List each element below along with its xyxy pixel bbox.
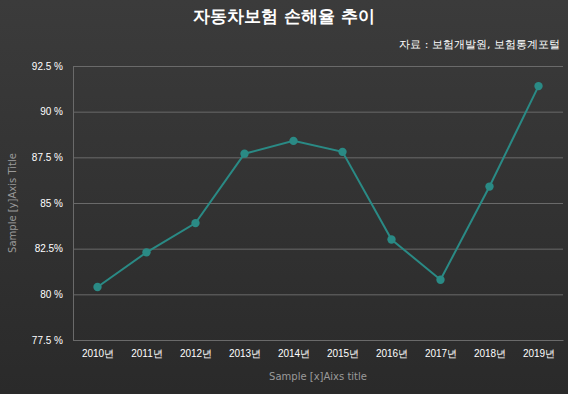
line <box>98 86 539 287</box>
y-tick-label: 80 % <box>40 289 63 300</box>
x-axis-title: Sample [x]Aixs title <box>269 371 367 382</box>
y-axis: 77.5 % 80 % 82.5% 85 % 87.5 % 90 % 92.5 % <box>32 61 563 346</box>
marker <box>142 248 150 256</box>
subtitle: 자료 : 보험개발원, 보험통계포털 <box>399 38 560 51</box>
marker <box>240 149 248 157</box>
background <box>0 0 568 394</box>
y-tick: 92.5 % <box>32 61 563 72</box>
x-tick: 2014년 <box>278 340 310 359</box>
x-tick: 2018년 <box>474 340 506 359</box>
grid-line <box>73 157 563 158</box>
grid-line <box>73 112 563 113</box>
x-tick-label: 2015년 <box>327 348 359 359</box>
grid-line <box>73 203 563 204</box>
y-tick-label: 82.5% <box>35 243 63 254</box>
x-tick: 2017년 <box>425 340 457 359</box>
series <box>93 82 542 291</box>
marker <box>289 137 297 145</box>
y-tick: 82.5% <box>35 243 563 254</box>
x-tick: 2015년 <box>327 340 359 359</box>
x-tick-label: 2011년 <box>131 348 163 359</box>
x-tick: 2010년 <box>82 340 114 359</box>
y-tick-label: 87.5 % <box>32 152 63 163</box>
x-tick-label: 2013년 <box>229 348 261 359</box>
x-tick-label: 2012년 <box>180 348 212 359</box>
marker <box>485 182 493 190</box>
plot: 77.5 % 80 % 82.5% 85 % 87.5 % 90 % 92.5 % 2010년… <box>32 61 564 359</box>
x-tick-label: 2010년 <box>82 348 114 359</box>
x-tick: 2012년 <box>180 340 212 359</box>
x-tick-label: 2014년 <box>278 348 310 359</box>
x-axis-line <box>74 340 564 341</box>
x-axis: 2010년 2011년 2012년 2013년 2014년 2015년 2016년 2017년… <box>74 340 564 359</box>
y-tick-label: 77.5 % <box>32 335 63 346</box>
y-tick-label: 85 % <box>40 198 63 209</box>
marker <box>436 276 444 284</box>
x-tick: 2016년 <box>376 340 408 359</box>
y-axis-line <box>74 67 564 341</box>
title: 자동차보험 손해율 추이 <box>193 6 375 26</box>
chart: 자동차보험 손해율 추이자료 : 보험개발원, 보험통계포털 77.5 % 80 %… <box>0 0 568 394</box>
y-tick-label: 90 % <box>40 106 63 117</box>
x-tick: 2013년 <box>229 340 261 359</box>
y-tick: 90 % <box>40 106 563 117</box>
marker <box>191 219 199 227</box>
marker <box>387 235 395 243</box>
marker <box>534 82 542 90</box>
y-tick: 85 % <box>40 198 563 209</box>
marker <box>93 283 101 291</box>
grid-line <box>73 294 563 295</box>
x-tick: 2011년 <box>131 340 163 359</box>
grid-line <box>73 340 563 341</box>
x-tick-label: 2017년 <box>425 348 457 359</box>
y-tick-label: 92.5 % <box>32 61 63 72</box>
y-axis-title: Sample [y]Axis Title <box>7 153 18 253</box>
x-tick: 2019년 <box>523 340 555 359</box>
x-tick-label: 2019년 <box>523 348 555 359</box>
x-tick-label: 2018년 <box>474 348 506 359</box>
grid-line <box>73 66 563 67</box>
y-tick: 80 % <box>40 289 563 300</box>
y-tick: 87.5 % <box>32 152 563 163</box>
x-tick-label: 2016년 <box>376 348 408 359</box>
y-tick: 77.5 % <box>32 335 563 346</box>
marker <box>338 148 346 156</box>
